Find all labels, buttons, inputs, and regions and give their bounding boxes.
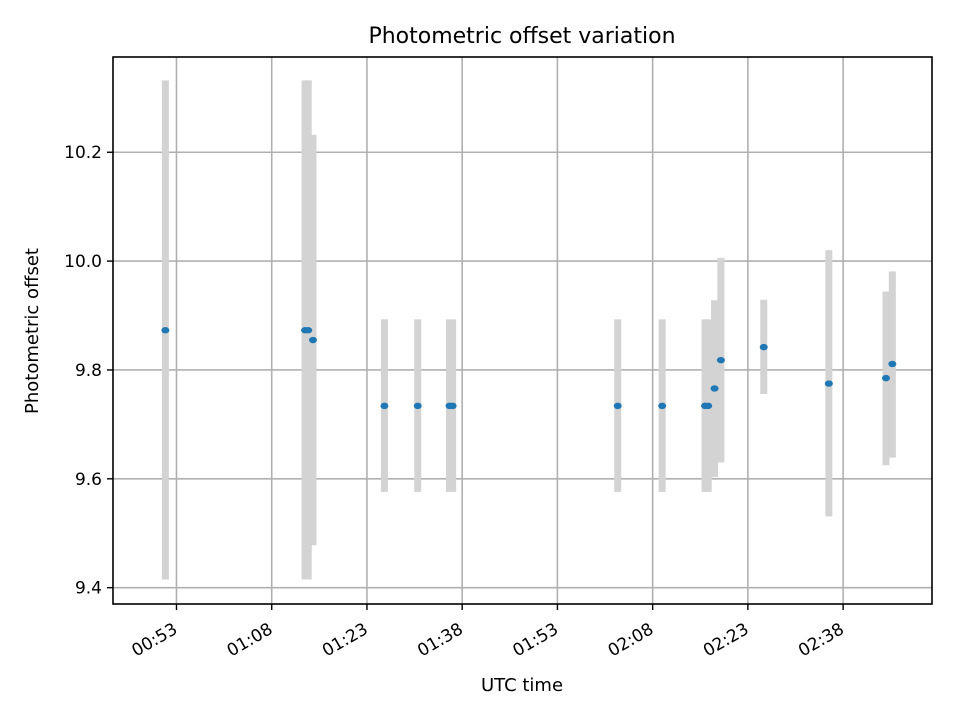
data-point <box>658 402 667 410</box>
chart-title: Photometric offset variation <box>368 24 675 49</box>
data-point <box>824 380 833 387</box>
data-point <box>881 374 890 382</box>
x-tick-label: 02:23 <box>700 619 752 661</box>
x-axis-ticks: 00:53 01:08 01:23 01:38 01:53 02:08 02:23 02:38 <box>129 604 848 661</box>
data-point <box>716 356 725 364</box>
data-point <box>704 402 713 410</box>
data-point <box>161 327 170 334</box>
x-tick-label: 02:38 <box>795 619 847 661</box>
data-point <box>613 402 622 410</box>
data-point <box>413 402 422 410</box>
y-tick-label: 9.6 <box>75 470 102 490</box>
data-point <box>710 385 719 392</box>
y-tick-label: 10.2 <box>64 143 102 163</box>
y-tick-label: 9.8 <box>75 361 102 381</box>
plot-frame <box>112 56 933 605</box>
data-points <box>161 327 897 410</box>
x-tick-label: 00:53 <box>129 619 181 661</box>
data-point <box>380 402 389 410</box>
x-tick-label: 01:23 <box>319 619 371 661</box>
data-point <box>888 360 897 368</box>
x-tick-label: 01:08 <box>224 619 276 661</box>
x-tick-label: 01:38 <box>414 619 466 661</box>
y-axis-ticks: 9.4 9.6 9.8 10.0 10.2 <box>64 143 113 599</box>
x-tick-label: 01:53 <box>509 619 561 661</box>
data-point <box>448 402 457 410</box>
data-point <box>304 327 313 334</box>
y-tick-label: 9.4 <box>75 579 102 599</box>
grid-lines <box>113 57 932 604</box>
data-point <box>759 343 768 351</box>
x-axis-label: UTC time <box>481 675 563 696</box>
y-axis-label: Photometric offset <box>22 248 43 414</box>
x-tick-label: 02:08 <box>605 619 657 661</box>
y-tick-label: 10.0 <box>64 252 102 272</box>
data-point <box>308 336 317 344</box>
